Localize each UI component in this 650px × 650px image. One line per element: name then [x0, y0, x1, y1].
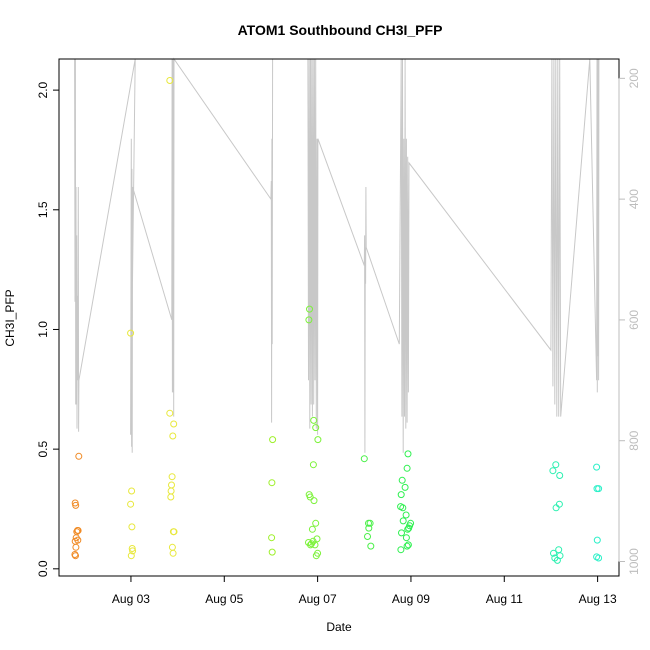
- series-line-y2: [74, 57, 600, 453]
- data-point: [310, 416, 318, 424]
- x-tick-label: Aug 05: [205, 592, 243, 606]
- line-layer: [74, 57, 600, 453]
- data-point: [398, 476, 406, 484]
- data-point: [72, 501, 80, 509]
- y2-tick-label: 800: [627, 430, 641, 450]
- data-point: [397, 546, 405, 554]
- data-point: [399, 517, 407, 525]
- y-tick-label: 0.5: [36, 440, 50, 457]
- data-point: [404, 541, 412, 549]
- data-point: [309, 461, 317, 469]
- data-point: [312, 552, 320, 560]
- data-point: [305, 316, 313, 324]
- data-point: [364, 533, 371, 540]
- y2-tick-label: 1000: [627, 548, 641, 575]
- data-point: [405, 524, 413, 532]
- data-point: [269, 436, 277, 444]
- data-point: [595, 554, 603, 562]
- data-point: [549, 467, 557, 475]
- chart-title: ATOM1 Southbound CH3I_PFP: [238, 22, 443, 38]
- data-point: [553, 556, 561, 564]
- data-point: [398, 529, 405, 537]
- y2-tick-label: 200: [627, 68, 641, 88]
- y-tick-label: 0.0: [36, 560, 50, 577]
- data-point: [404, 450, 412, 458]
- data-point: [366, 519, 374, 527]
- data-point: [75, 452, 83, 460]
- data-point: [593, 463, 601, 471]
- data-point: [593, 536, 601, 544]
- data-point: [403, 464, 411, 472]
- y-tick-label: 2.0: [36, 81, 50, 98]
- data-point: [167, 493, 175, 501]
- data-point: [402, 511, 410, 519]
- data-point: [268, 479, 276, 487]
- x-axis-label: Date: [326, 620, 352, 634]
- x-tick-label: Aug 13: [579, 592, 617, 606]
- data-point: [129, 547, 137, 555]
- data-point: [168, 481, 175, 489]
- data-point: [556, 472, 564, 479]
- y-tick-label: 1.5: [36, 201, 50, 218]
- data-point: [169, 432, 177, 440]
- data-point: [367, 542, 375, 550]
- data-point: [550, 549, 557, 557]
- data-point: [401, 483, 409, 491]
- data-point: [169, 549, 177, 557]
- plot-frame: [58, 58, 620, 577]
- x-tick-label: Aug 09: [392, 592, 430, 606]
- data-point: [268, 548, 276, 556]
- data-point: [170, 528, 178, 536]
- data-point: [311, 541, 319, 549]
- data-point: [306, 305, 313, 313]
- data-point: [127, 552, 135, 560]
- data-point: [74, 536, 82, 544]
- data-point: [403, 542, 411, 550]
- data-point: [312, 519, 320, 527]
- data-point: [397, 491, 405, 499]
- data-point: [128, 545, 136, 552]
- data-point: [552, 461, 560, 469]
- x-tick-label: Aug 11: [486, 592, 523, 606]
- data-point: [170, 420, 178, 428]
- data-point: [127, 500, 135, 508]
- data-point: [72, 552, 79, 560]
- data-point: [555, 500, 563, 508]
- y-tick-label: 1.0: [36, 321, 50, 338]
- data-point: [360, 455, 368, 463]
- data-point: [168, 473, 176, 481]
- data-point: [365, 524, 373, 532]
- data-point: [268, 534, 276, 542]
- x-tick-label: Aug 03: [112, 592, 150, 606]
- data-point: [74, 527, 82, 534]
- data-point: [402, 534, 410, 542]
- data-point: [309, 537, 317, 545]
- data-point: [310, 497, 318, 505]
- x-tick-label: Aug 07: [299, 592, 337, 606]
- data-point: [127, 329, 135, 337]
- point-layer: [71, 77, 603, 564]
- data-point: [306, 493, 314, 501]
- data-point: [166, 77, 174, 84]
- data-point: [128, 523, 136, 531]
- data-point: [314, 436, 322, 444]
- data-point: [308, 525, 316, 533]
- y2-tick-label: 400: [627, 189, 641, 209]
- data-point: [166, 409, 174, 417]
- data-point: [73, 528, 81, 536]
- data-point: [404, 525, 412, 533]
- data-point: [595, 485, 603, 493]
- data-point: [168, 543, 176, 551]
- data-point: [167, 487, 175, 495]
- y2-tick-label: 600: [627, 310, 641, 330]
- y-axis-label: CH3I_PFP: [3, 289, 17, 346]
- data-point: [72, 543, 80, 551]
- data-point: [312, 424, 320, 432]
- axis-layer: 0.0 0.5 1.0 1.5 2.0 Aug 03 Aug 05 Aug 07 Aug 09 A…: [36, 68, 641, 606]
- data-point: [399, 504, 407, 512]
- data-point: [552, 504, 560, 512]
- data-point: [128, 487, 136, 495]
